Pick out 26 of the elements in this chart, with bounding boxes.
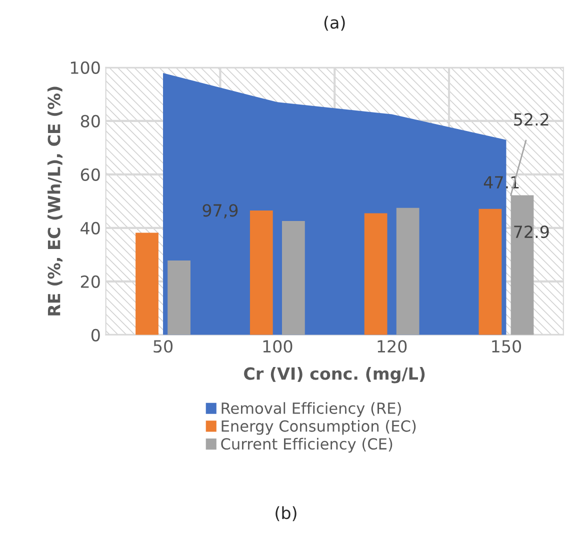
bar: [282, 220, 305, 335]
x-tick-label: 150: [492, 340, 522, 353]
text: (b): [276, 506, 296, 522]
legend-label: Energy Consumption (EC): [222, 420, 416, 435]
bar: [168, 260, 190, 335]
chart-title: (a): [324, 16, 345, 31]
y-tick-label: 80: [80, 114, 100, 128]
legend-label: Current Efficiency (CE): [221, 438, 392, 453]
x-axis-title: Cr (VI) conc. (mg/L): [244, 367, 425, 384]
y-tick-label: 100: [70, 61, 100, 74]
y-tick-label: 0: [91, 328, 100, 342]
annotation: 97,9: [202, 204, 238, 218]
y-tick-label: 20: [80, 275, 100, 288]
bar: [396, 208, 420, 335]
y-tick-label: 40: [80, 222, 100, 234]
bar: [136, 232, 158, 335]
x-tick-label: 100: [263, 340, 292, 353]
x-tick-label: 50: [154, 340, 173, 353]
y-tick-label: 60: [80, 168, 100, 181]
legend-label: Removal Efficiency (RE): [222, 402, 401, 417]
x-tick-label: 120: [378, 340, 407, 353]
y-axis-title: RE (%, EC (Wh/L), CE (%): [47, 86, 62, 316]
bar: [250, 210, 273, 335]
bar: [364, 213, 388, 335]
annotation: 52.2: [514, 113, 548, 126]
bar: [478, 208, 502, 335]
